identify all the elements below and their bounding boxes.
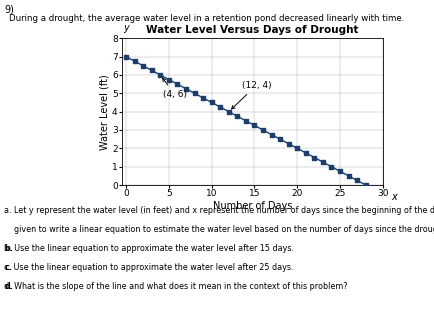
Text: c.: c. xyxy=(4,263,12,272)
Point xyxy=(276,137,283,142)
Title: Water Level Versus Days of Drought: Water Level Versus Days of Drought xyxy=(146,25,358,35)
Text: (4, 6): (4, 6) xyxy=(162,78,187,99)
Text: b.: b. xyxy=(4,244,13,253)
Text: d. What is the slope of the line and what does it mean in the context of this pr: d. What is the slope of the line and wha… xyxy=(4,282,347,291)
Point xyxy=(293,146,300,151)
Point xyxy=(327,164,334,169)
Text: d.: d. xyxy=(4,282,13,291)
Point xyxy=(165,77,172,82)
Point xyxy=(302,150,309,155)
Y-axis label: Water Level (ft): Water Level (ft) xyxy=(99,74,109,150)
Text: c. Use the linear equation to approximate the water level after 25 days.: c. Use the linear equation to approximat… xyxy=(4,263,293,272)
Point xyxy=(131,59,138,64)
Point xyxy=(233,114,240,119)
Point xyxy=(157,72,164,78)
Text: a. Let y represent the water level (in feet) and x represent the number of days : a. Let y represent the water level (in f… xyxy=(4,206,434,215)
Text: given to write a linear equation to estimate the water level based on the number: given to write a linear equation to esti… xyxy=(4,225,434,234)
Point xyxy=(216,105,223,110)
Point xyxy=(353,178,360,183)
Point xyxy=(139,63,146,68)
Text: x: x xyxy=(391,192,396,202)
Point xyxy=(259,128,266,133)
Point xyxy=(225,109,232,114)
Point xyxy=(199,95,206,100)
Point xyxy=(285,141,292,146)
Point xyxy=(267,132,274,137)
Point xyxy=(362,182,368,188)
Point xyxy=(174,82,181,87)
X-axis label: Number of Days: Number of Days xyxy=(212,201,291,211)
Point xyxy=(336,169,343,174)
Point xyxy=(319,160,326,165)
Text: (12, 4): (12, 4) xyxy=(231,81,271,109)
Point xyxy=(242,118,249,123)
Text: During a drought, the average water level in a retention pond decreased linearly: During a drought, the average water leve… xyxy=(9,14,403,23)
Text: y: y xyxy=(123,23,128,33)
Point xyxy=(191,91,197,96)
Point xyxy=(122,54,129,59)
Point xyxy=(182,86,189,91)
Point xyxy=(148,68,155,73)
Point xyxy=(310,155,317,160)
Point xyxy=(344,173,351,178)
Text: 9): 9) xyxy=(4,5,14,15)
Point xyxy=(208,100,215,105)
Point xyxy=(250,123,257,128)
Text: b. Use the linear equation to approximate the water level after 15 days.: b. Use the linear equation to approximat… xyxy=(4,244,294,253)
